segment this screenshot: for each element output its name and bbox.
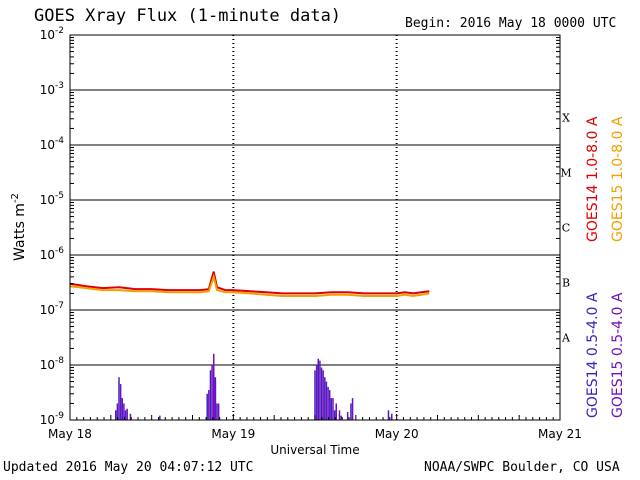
x-tick-label: May 20 <box>375 427 419 441</box>
flare-class-labels: A B C M X <box>560 112 571 345</box>
legend-goes15-long: GOES15 1.0-8.0 A <box>610 116 626 242</box>
y-tick-label: 10-3 <box>40 81 64 97</box>
y-axis: 10-9 10-8 10-7 10-6 10-5 10-4 10-3 10-2 <box>40 26 560 427</box>
begin-time: Begin: 2016 May 18 0000 UTC <box>405 16 617 31</box>
flare-class-M: M <box>560 167 571 180</box>
y-tick-label: 10-5 <box>40 191 64 207</box>
grid <box>70 34 560 421</box>
legend-goes15-short: GOES15 0.5-4.0 A <box>610 292 626 418</box>
legend-goes14-short: GOES14 0.5-4.0 A <box>585 292 601 418</box>
y-tick-label: 10-7 <box>40 301 64 317</box>
flare-class-X: X <box>562 112 570 125</box>
y-tick-label: 10-2 <box>40 26 64 42</box>
series-layer <box>69 271 430 420</box>
credit-text: NOAA/SWPC Boulder, CO USA <box>424 460 620 475</box>
y-axis-label: Watts m-2 <box>10 193 28 261</box>
flare-class-A: A <box>561 332 571 345</box>
series-line <box>69 273 430 298</box>
series-line <box>69 271 430 295</box>
legend-goes14-long: GOES14 1.0-8.0 A <box>585 116 601 242</box>
y-tick-label: 10-9 <box>40 411 65 427</box>
x-tick-label: May 21 <box>538 427 582 441</box>
y-tick-label: 10-4 <box>40 136 65 152</box>
chart-title: GOES Xray Flux (1-minute data) <box>34 6 342 26</box>
x-tick-label: May 19 <box>211 427 255 441</box>
y-tick-label: 10-6 <box>40 246 65 262</box>
plot-frame <box>69 34 561 421</box>
y-tick-label: 10-8 <box>40 356 65 372</box>
flare-class-B: B <box>562 277 570 290</box>
x-tick-label: May 18 <box>48 427 92 441</box>
updated-timestamp: Updated 2016 May 20 04:07:12 UTC <box>3 460 254 475</box>
flare-class-C: C <box>562 222 570 235</box>
x-axis: May 18 May 19 May 20 May 21 <box>48 414 582 441</box>
x-axis-label: Universal Time <box>270 443 359 457</box>
